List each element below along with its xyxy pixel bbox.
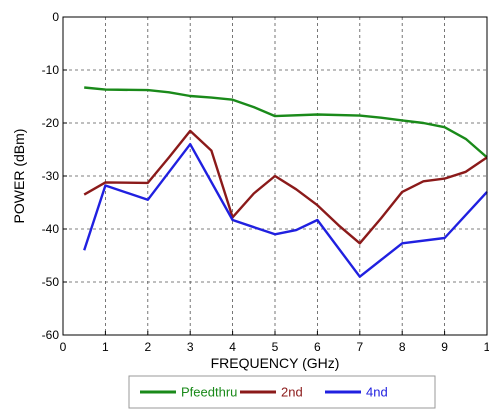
grid-lines <box>63 17 487 335</box>
legend-box <box>128 375 436 409</box>
legend: Pfeedthru 2nd 4nd <box>128 375 436 409</box>
legend-label: 4nd <box>366 385 388 400</box>
series-line-pfeedthru <box>84 86 488 159</box>
x-tick-label: 6 <box>314 340 321 354</box>
y-tick-label: -20 <box>42 116 60 130</box>
y-tick-label: -50 <box>42 275 60 289</box>
x-tick-label: 1 <box>484 340 489 354</box>
y-axis-title: POWER (dBm) <box>11 129 27 224</box>
x-tick-label: 8 <box>399 340 406 354</box>
x-axis-title: FREQUENCY (GHz) <box>211 355 340 371</box>
x-tick-label: 9 <box>441 340 448 354</box>
data-series <box>83 86 488 278</box>
y-tick-label: -30 <box>42 169 60 183</box>
x-tick-label: 0 <box>60 340 67 354</box>
x-tick-label: 7 <box>356 340 363 354</box>
x-tick-label: 4 <box>229 340 236 354</box>
legend-label: Pfeedthru <box>181 385 237 400</box>
series-line-2nd <box>83 129 488 245</box>
y-tick-label: -10 <box>42 63 60 77</box>
y-tick-label: -40 <box>42 222 60 236</box>
x-tick-label: 5 <box>272 340 279 354</box>
x-tick-label: 2 <box>144 340 151 354</box>
y-tick-label: -60 <box>42 328 60 342</box>
x-tick-label: 1 <box>102 340 109 354</box>
series-line-4nd <box>83 142 488 278</box>
plot-frame <box>62 16 488 336</box>
y-tick-label: 0 <box>52 10 59 24</box>
x-tick-label: 3 <box>187 340 194 354</box>
legend-label: 2nd <box>281 385 303 400</box>
